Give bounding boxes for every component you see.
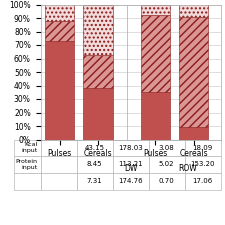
- Bar: [45, 21, 74, 41]
- Bar: [141, 92, 170, 140]
- Bar: [83, 88, 113, 140]
- Bar: [83, 4, 113, 55]
- Text: DW: DW: [124, 164, 137, 173]
- Text: ROW: ROW: [179, 164, 198, 173]
- Bar: [141, 4, 170, 15]
- Bar: [179, 126, 208, 140]
- Bar: [179, 4, 208, 17]
- Bar: [179, 17, 208, 126]
- Bar: [45, 4, 74, 21]
- Bar: [83, 55, 113, 88]
- Bar: [141, 15, 170, 92]
- Bar: [45, 41, 74, 140]
